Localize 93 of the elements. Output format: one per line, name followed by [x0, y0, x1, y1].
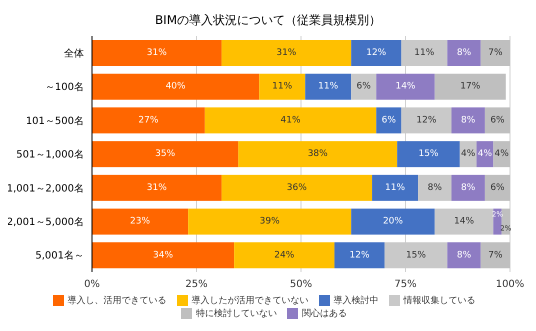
- data-label: 35%: [155, 149, 176, 160]
- data-label: 12%: [416, 115, 437, 126]
- data-label: 14%: [454, 216, 474, 227]
- bar: [418, 174, 452, 201]
- y-tick-label: 101～500名: [26, 114, 84, 127]
- data-label: 8%: [456, 250, 472, 260]
- data-label: 4%: [494, 149, 510, 160]
- bar: [238, 141, 398, 168]
- bar: [334, 242, 385, 268]
- bar: [92, 242, 234, 268]
- data-label: 4%: [461, 149, 476, 160]
- data-label: 15%: [418, 149, 439, 160]
- bar: [188, 208, 352, 235]
- bar: [259, 74, 306, 100]
- bar: [305, 74, 352, 100]
- data-label: 20%: [382, 216, 404, 227]
- bar: [434, 208, 494, 235]
- bar: [222, 40, 352, 66]
- data-label: 23%: [130, 216, 151, 227]
- data-label: 8%: [428, 182, 442, 193]
- chart-title: BIMの導入状況について（従業員規模別）: [154, 12, 382, 29]
- bar: [92, 141, 238, 168]
- data-label: 6%: [490, 182, 506, 193]
- bar: [397, 141, 460, 168]
- bar: [234, 242, 334, 268]
- data-label: 11%: [272, 82, 293, 92]
- x-tick-label: 0%: [84, 279, 100, 290]
- bar: [376, 74, 435, 100]
- data-label: 27%: [138, 115, 159, 126]
- bar: [92, 174, 222, 201]
- data-label: 31%: [146, 182, 168, 193]
- data-label: 11%: [318, 82, 339, 92]
- bar: [480, 242, 510, 268]
- bar: [222, 174, 372, 201]
- data-label: 24%: [274, 250, 295, 260]
- y-tick-label: 5,001名～: [35, 250, 84, 262]
- data-label: 7%: [488, 48, 503, 58]
- data-label: 39%: [260, 216, 280, 227]
- data-label: 38%: [308, 149, 328, 160]
- x-tick-label: 75%: [394, 279, 417, 290]
- data-label: 6%: [490, 115, 506, 126]
- bar: [351, 40, 402, 66]
- data-label: 12%: [350, 250, 370, 260]
- data-label: 14%: [395, 82, 416, 92]
- bar: [484, 174, 510, 201]
- bar: [434, 74, 506, 100]
- bar: [92, 74, 260, 100]
- legend-label: 情報収集している: [404, 296, 476, 306]
- bar: [92, 40, 222, 66]
- bar: [451, 174, 485, 201]
- data-label: 12%: [366, 48, 387, 58]
- legend-label: 導入検討中: [334, 296, 378, 306]
- data-label: 8%: [461, 115, 476, 126]
- data-label: 15%: [406, 250, 426, 260]
- bar: [372, 174, 418, 201]
- legend-label: 導入し、活用できている: [68, 296, 166, 306]
- legend-label: 導入したが活用できていない: [192, 296, 308, 306]
- x-tick-label: 100%: [496, 279, 524, 290]
- bar: [92, 208, 188, 235]
- data-label: 11%: [414, 48, 435, 58]
- y-tick-label: 501～1,000名: [16, 148, 84, 161]
- data-label: 36%: [286, 182, 308, 193]
- y-tick-label: 全体: [64, 47, 84, 60]
- data-label: 31%: [276, 48, 297, 58]
- bar: [451, 107, 485, 134]
- data-label: 41%: [280, 115, 301, 126]
- bar: [376, 107, 402, 134]
- bar: [480, 40, 510, 66]
- data-label: 17%: [460, 82, 481, 92]
- data-label: 40%: [166, 82, 186, 92]
- data-label: 7%: [488, 250, 503, 260]
- data-label: 34%: [153, 250, 174, 260]
- bar: [351, 208, 435, 235]
- y-tick-label: ～100名: [44, 81, 84, 94]
- y-tick-label: 1,001～2,000名: [6, 182, 84, 194]
- bar: [92, 107, 205, 134]
- x-tick-label: 25%: [185, 279, 208, 290]
- data-label: 6%: [356, 82, 372, 92]
- bar: [447, 40, 481, 66]
- bar: [447, 242, 481, 268]
- legend-label: 特に検討していない: [196, 309, 277, 319]
- x-tick-label: 50%: [290, 279, 312, 290]
- bar: [484, 107, 510, 134]
- data-label: 4%: [478, 149, 493, 160]
- data-label: 31%: [146, 48, 168, 58]
- bar: [204, 107, 376, 134]
- data-label: 8%: [456, 48, 472, 58]
- bar: [476, 141, 494, 168]
- legend-label: 関心はある: [302, 309, 347, 319]
- data-label: 8%: [461, 182, 476, 193]
- data-label: 6%: [382, 115, 396, 126]
- data-label: 11%: [385, 182, 406, 193]
- bar: [351, 74, 376, 100]
